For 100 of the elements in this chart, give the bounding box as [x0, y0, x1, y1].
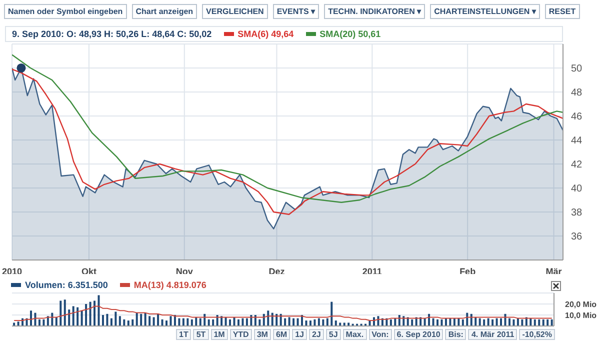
y-tick-label: 50: [571, 64, 583, 75]
bar: [102, 315, 104, 326]
bar: [440, 319, 443, 326]
y-tick-label: 48: [571, 88, 583, 99]
bar: [140, 314, 142, 326]
line-series: [12, 54, 563, 203]
bar: [161, 319, 164, 326]
text: 4. Mär 2011: [468, 329, 518, 340]
bar: [305, 320, 308, 326]
bar: [538, 319, 540, 326]
bar: [292, 318, 295, 326]
text: 3M: [254, 329, 271, 340]
bar: [343, 322, 346, 326]
bar: [512, 319, 515, 326]
text: 1J: [292, 329, 307, 340]
bar: [483, 319, 486, 326]
bar: [212, 319, 214, 326]
bar: [68, 310, 70, 326]
bar: [508, 318, 510, 326]
bar: [94, 300, 96, 326]
bar: [64, 300, 66, 326]
bar: [330, 302, 333, 326]
text: Max.: [342, 329, 367, 340]
bar: [314, 319, 316, 326]
bar: [195, 317, 198, 326]
bar: [339, 322, 342, 326]
bar: [17, 322, 20, 326]
text: 6. Sep 2010: [394, 329, 444, 340]
bar: [432, 318, 434, 326]
text: 2J: [308, 329, 324, 340]
bar: [136, 312, 138, 326]
text: YTD: [230, 329, 252, 340]
y-tick-label: 20,0 Mio: [565, 300, 597, 309]
y-tick-label: 44: [571, 136, 583, 147]
text: TECHN. INDIKATOREN ▾: [324, 4, 426, 19]
bar: [224, 317, 227, 326]
y-tick-label: 42: [571, 160, 583, 171]
bar: [165, 320, 168, 326]
text: Von:: [368, 329, 392, 340]
bar: [462, 319, 464, 326]
bar: [199, 318, 202, 326]
bar: [42, 319, 45, 326]
bar: [157, 314, 160, 326]
bar: [76, 307, 79, 326]
text: 6M: [272, 329, 290, 340]
text: 1T: [176, 329, 192, 340]
bar: [288, 317, 290, 326]
text: Bis:: [445, 329, 466, 340]
bar: [318, 318, 320, 326]
bar: [436, 319, 438, 326]
bar: [98, 295, 100, 326]
bar: [309, 320, 312, 326]
bar: [534, 319, 536, 326]
legend-label: MA(13) 4.819.076: [132, 280, 206, 290]
bar: [258, 319, 261, 326]
bar: [322, 319, 324, 326]
bar: [132, 319, 134, 326]
legend-label: Volumen: 6.351.500: [24, 280, 108, 290]
bar: [542, 319, 544, 326]
line-series: [14, 306, 552, 321]
bar: [487, 318, 490, 326]
bar: [334, 320, 337, 326]
bar: [208, 319, 210, 326]
bar: [348, 322, 350, 326]
bar: [186, 318, 189, 326]
bar: [546, 319, 549, 326]
bar: [106, 314, 108, 326]
bar: [296, 318, 299, 326]
text: CHARTEINSTELLUNGEN ▾: [430, 4, 540, 19]
bar: [85, 304, 88, 326]
bar: [492, 319, 494, 326]
bar: [72, 306, 74, 326]
text: -10,52%: [519, 329, 555, 340]
bar: [229, 319, 232, 326]
bar: [152, 317, 155, 326]
bar: [38, 319, 40, 326]
bar: [411, 319, 414, 326]
bar: [182, 318, 184, 326]
bar: [242, 318, 244, 326]
bar: [110, 318, 112, 326]
bar: [30, 310, 32, 326]
bar: [246, 318, 248, 326]
text: 1M: [210, 329, 228, 340]
bar: [89, 302, 92, 326]
text: Chart anzeigen: [132, 4, 198, 19]
bar: [114, 312, 117, 326]
text: VERGLEICHEN: [202, 4, 268, 19]
bar: [60, 300, 62, 326]
y-tick-label: 38: [571, 208, 583, 219]
bar: [233, 317, 236, 326]
bar: [144, 312, 146, 326]
bar: [237, 319, 240, 326]
bar: [170, 316, 172, 326]
bar: [478, 318, 481, 326]
bar: [123, 319, 126, 326]
y-tick-label: 46: [571, 112, 583, 123]
bar: [284, 318, 286, 326]
bar: [496, 318, 498, 326]
bar: [13, 322, 16, 326]
text: 5J: [326, 329, 341, 340]
